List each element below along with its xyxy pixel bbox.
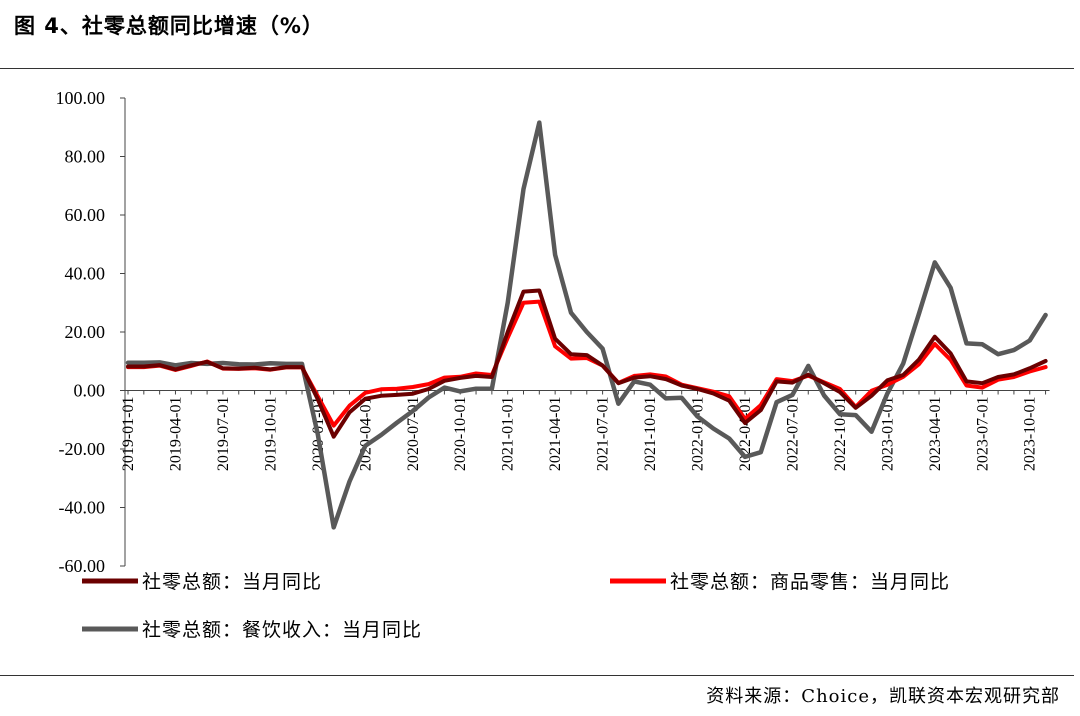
y-tick-label: 40.00 bbox=[65, 264, 106, 284]
x-tick-label: 2023-10-01 bbox=[1022, 397, 1039, 472]
series-line-0 bbox=[126, 288, 1048, 439]
y-tick-label: -20.00 bbox=[59, 439, 106, 459]
y-tick-label: 20.00 bbox=[65, 322, 106, 342]
y-tick-label: 80.00 bbox=[65, 147, 106, 167]
y-tick-label: 60.00 bbox=[65, 205, 106, 225]
source-note: 资料来源：Choice，凯联资本宏观研究部 bbox=[706, 686, 1060, 707]
legend-label: 社零总额：商品零售：当月同比 bbox=[670, 571, 950, 593]
x-tick-label: 2019-10-01 bbox=[262, 397, 279, 472]
figure-title: 图 4、社零总额同比增速（%） bbox=[14, 14, 324, 38]
x-tick-label: 2021-07-01 bbox=[595, 397, 612, 472]
x-tick-label: 2021-01-01 bbox=[500, 397, 517, 472]
x-tick-label: 2022-07-01 bbox=[784, 397, 801, 472]
x-tick-label: 2021-10-01 bbox=[642, 397, 659, 472]
y-tick-label: -60.00 bbox=[59, 556, 106, 576]
x-tick-label: 2019-01-01 bbox=[120, 397, 137, 472]
chart-axes: 100.00 80.00 60.00 40.00 20.00 0.00 -20.00 -40.… bbox=[56, 88, 1050, 576]
x-tick-label: 2019-04-01 bbox=[167, 397, 184, 472]
x-tick-label: 2020-10-01 bbox=[452, 397, 469, 472]
y-tick-label: 0.00 bbox=[74, 381, 106, 401]
y-tick-label: -40.00 bbox=[59, 498, 106, 518]
y-tick-label: 100.00 bbox=[56, 88, 106, 108]
x-tick-label: 2023-07-01 bbox=[974, 397, 991, 472]
x-tick-label: 2021-04-01 bbox=[547, 397, 564, 472]
legend-label: 社零总额：当月同比 bbox=[142, 571, 322, 593]
x-tick-label: 2023-04-01 bbox=[927, 397, 944, 472]
legend-label: 社零总额：餐饮收入：当月同比 bbox=[142, 619, 422, 641]
series-layer bbox=[125, 120, 1048, 530]
x-tick-label: 2023-01-01 bbox=[879, 397, 896, 472]
x-tick-label: 2019-07-01 bbox=[215, 397, 232, 472]
bottom-rule bbox=[0, 675, 1074, 676]
top-rule bbox=[0, 68, 1074, 69]
